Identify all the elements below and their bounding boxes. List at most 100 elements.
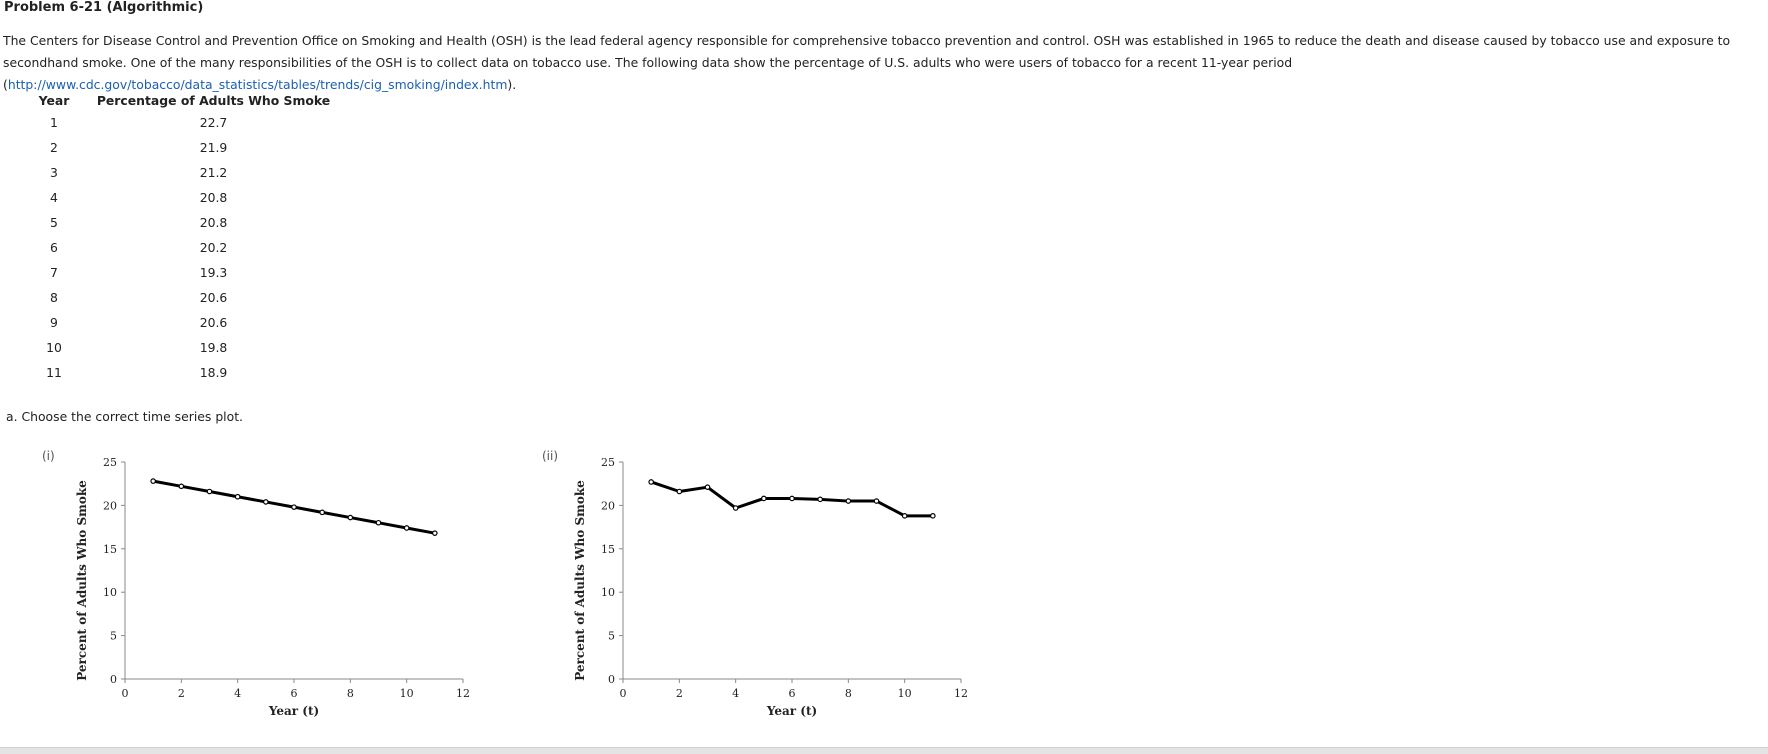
cell-percentage: 18.9 — [199, 365, 228, 380]
cell-percentage: 19.8 — [199, 340, 228, 355]
time-series-plot-ii[interactable]: 0 5 10 15 20 25 0 2 4 6 8 10 12 Year (t) Percent of Ad… — [568, 448, 1038, 728]
y-tick-label: 0 — [608, 673, 615, 686]
question-a: a. Choose the correct time series plot. — [6, 409, 244, 424]
cell-percentage: 21.9 — [199, 140, 228, 155]
data-point — [319, 509, 325, 516]
cell-year: 5 — [50, 215, 58, 230]
data-point — [234, 493, 241, 500]
cell-year: 11 — [46, 365, 62, 380]
table-body: 1 22.7 2 21.9 3 21.2 4 20.8 5 20.8 6 20.2 7 19.3 8 20.6… — [22, 110, 341, 385]
y-tick-label: 25 — [601, 456, 615, 469]
data-point — [375, 519, 382, 526]
data-point — [901, 513, 908, 519]
data-point — [789, 495, 795, 502]
table-row: 6 20.2 — [22, 235, 341, 260]
data-point — [347, 514, 354, 521]
column-header-year: Year — [38, 92, 70, 108]
y-tick-label: 20 — [103, 499, 117, 512]
cell-year: 8 — [50, 290, 58, 305]
cell-percentage: 21.2 — [199, 165, 228, 180]
x-tick-label: 8 — [845, 687, 852, 700]
smoking-data-table: Year Percentage of Adults Who Smoke 1 22.… — [22, 90, 341, 385]
cell-year: 2 — [50, 140, 58, 155]
x-tick-label: 0 — [122, 687, 129, 700]
data-point — [150, 478, 156, 484]
data-point — [930, 513, 936, 519]
y-tick-label: 25 — [103, 456, 117, 469]
y-tick-label: 15 — [601, 543, 615, 556]
cell-percentage: 20.8 — [199, 215, 228, 230]
cell-percentage: 20.6 — [199, 315, 228, 330]
data-point — [817, 496, 823, 503]
x-tick-label: 8 — [347, 687, 354, 700]
problem-intro: The Centers for Disease Control and Prev… — [3, 30, 1765, 96]
table-row: 4 20.8 — [22, 185, 341, 210]
data-point — [873, 498, 880, 504]
data-point — [648, 479, 654, 485]
data-point — [206, 488, 213, 495]
table-header-row: Year Percentage of Adults Who Smoke — [22, 90, 341, 110]
y-tick-label: 20 — [601, 499, 615, 512]
y-tick-label: 15 — [103, 543, 117, 556]
table-row: 2 21.9 — [22, 135, 341, 160]
table-row: 7 19.3 — [22, 260, 341, 285]
data-point — [704, 484, 711, 490]
option-label-i[interactable]: (i) — [42, 449, 55, 463]
column-header-percentage: Percentage of Adults Who Smoke — [96, 92, 331, 108]
data-point — [291, 504, 297, 510]
y-tick-label: 5 — [110, 630, 117, 643]
x-tick-label: 12 — [456, 687, 470, 700]
y-tick-label: 0 — [110, 673, 117, 686]
table-row: 9 20.6 — [22, 310, 341, 335]
y-tick-label: 5 — [608, 630, 615, 643]
x-tick-label: 6 — [291, 687, 298, 700]
data-point — [403, 525, 410, 531]
data-point — [761, 495, 767, 502]
data-point — [432, 530, 438, 536]
data-point — [676, 488, 683, 495]
cell-year: 7 — [50, 265, 58, 280]
cell-year: 4 — [50, 190, 58, 205]
cell-year: 3 — [50, 165, 58, 180]
x-tick-label: 6 — [789, 687, 796, 700]
table-row: 11 18.9 — [22, 360, 341, 385]
y-tick-label: 10 — [103, 586, 117, 599]
x-tick-label: 0 — [620, 687, 627, 700]
table-row: 5 20.8 — [22, 210, 341, 235]
x-tick-label: 4 — [234, 687, 241, 700]
y-axis-label: Percent of Adults Who Smoke — [75, 480, 89, 681]
table-row: 1 22.7 — [22, 110, 341, 135]
time-series-plot-i[interactable]: 0 5 10 15 20 25 0 2 4 6 8 10 12 Year (t) Percent of Ad… — [70, 448, 540, 728]
data-point — [732, 505, 739, 511]
y-axis-label: Percent of Adults Who Smoke — [573, 480, 587, 681]
cell-year: 6 — [50, 240, 58, 255]
data-point — [263, 499, 269, 505]
cell-year: 9 — [50, 315, 58, 330]
table-row: 8 20.6 — [22, 285, 341, 310]
cell-percentage: 22.7 — [199, 115, 228, 130]
cdc-link[interactable]: http://www.cdc.gov/tobacco/data_statisti… — [7, 77, 508, 92]
x-axis-label: Year (t) — [268, 704, 319, 718]
table-row: 10 19.8 — [22, 335, 341, 360]
y-tick-label: 10 — [601, 586, 615, 599]
intro-text: The Centers for Disease Control and Prev… — [3, 33, 1731, 92]
cell-percentage: 19.3 — [199, 265, 228, 280]
x-axis-label: Year (t) — [766, 704, 817, 718]
cell-percentage: 20.8 — [199, 190, 228, 205]
data-point — [845, 498, 852, 504]
footer-scrollbar — [0, 747, 1768, 754]
option-label-ii[interactable]: (ii) — [542, 449, 559, 463]
data-point — [178, 483, 185, 490]
x-tick-label: 2 — [676, 687, 683, 700]
intro-end: ). — [507, 77, 517, 92]
table-row: 3 21.2 — [22, 160, 341, 185]
cell-percentage: 20.6 — [199, 290, 228, 305]
x-tick-label: 10 — [898, 687, 912, 700]
x-tick-label: 10 — [400, 687, 414, 700]
x-tick-label: 12 — [954, 687, 968, 700]
cell-percentage: 20.2 — [199, 240, 228, 255]
x-tick-label: 2 — [178, 687, 185, 700]
problem-title: Problem 6-21 (Algorithmic) — [4, 0, 204, 15]
cell-year: 1 — [50, 115, 58, 130]
cell-year: 10 — [46, 340, 62, 355]
